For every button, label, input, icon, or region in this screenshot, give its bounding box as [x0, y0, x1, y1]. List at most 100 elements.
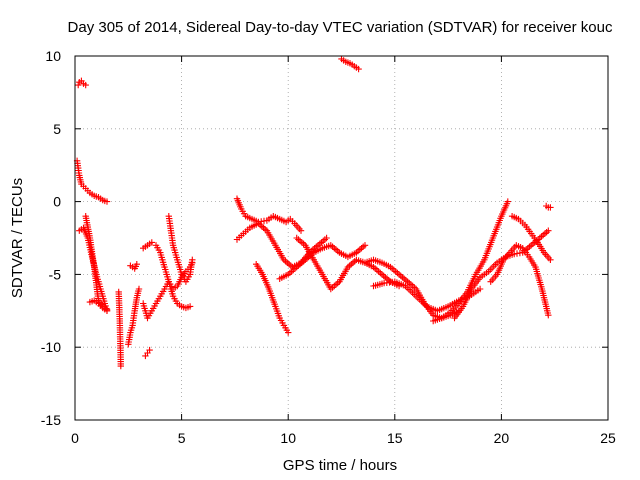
data-point-run	[449, 308, 460, 318]
data-point-run	[273, 305, 282, 319]
data-point	[504, 198, 511, 205]
data-point-run	[542, 251, 552, 262]
data-point	[82, 81, 89, 89]
series-arc-3a	[140, 259, 196, 322]
data-point-run	[265, 214, 275, 223]
data-point-run	[452, 305, 465, 320]
series-arc-0e	[86, 297, 111, 314]
data-point-run	[521, 247, 531, 258]
data-point-run	[168, 229, 176, 247]
data-point	[117, 362, 124, 370]
plot-frame	[74, 55, 609, 421]
data-point-run	[250, 216, 260, 225]
series-arc-3b	[140, 239, 155, 252]
data-point-run	[286, 265, 299, 277]
data-point-run	[96, 299, 105, 308]
data-point	[545, 227, 552, 234]
data-point-run	[170, 244, 180, 261]
data-point-run	[404, 284, 418, 298]
series-arc-2b	[125, 285, 143, 348]
data-point-run	[115, 290, 123, 322]
series-arc-12a	[338, 55, 362, 73]
data-point-run	[236, 232, 245, 241]
data-point-run	[295, 258, 307, 269]
x-tick-label: 25	[600, 430, 616, 446]
data-point-run	[397, 272, 410, 284]
data-point-run	[254, 263, 265, 276]
grid-lines	[75, 56, 608, 420]
data-points	[73, 55, 554, 370]
data-point-run	[266, 287, 278, 308]
series-arc-8a	[253, 261, 292, 336]
x-tick-label: 10	[280, 430, 296, 446]
y-tick-label: -15	[41, 412, 61, 428]
data-point-run	[282, 324, 290, 334]
series-arc-2c	[127, 261, 140, 272]
data-point-run	[479, 269, 490, 280]
data-point	[285, 329, 292, 336]
data-point-run	[346, 258, 358, 269]
data-point-run	[329, 279, 341, 291]
data-point-run	[372, 265, 384, 277]
data-point-run	[234, 197, 244, 210]
data-point-run	[125, 331, 134, 346]
data-point-run	[150, 302, 158, 312]
series-arc-19a	[487, 242, 552, 319]
series-arc-14a	[370, 278, 484, 314]
data-point	[323, 234, 330, 242]
data-point-run	[425, 304, 439, 314]
data-point-run	[329, 243, 341, 255]
data-point	[75, 81, 82, 89]
chart-title: Day 305 of 2014, Sidereal Day-to-day VTE…	[68, 19, 613, 36]
data-point-run	[174, 259, 185, 276]
series-arc-22a	[543, 202, 554, 211]
data-point-run	[494, 258, 506, 276]
data-point-run	[242, 226, 251, 235]
data-point-run	[303, 244, 316, 261]
x-tick-labels: 0 5 10 15 20 25	[71, 430, 616, 446]
data-point-run	[511, 213, 520, 222]
data-point-run	[184, 273, 192, 283]
data-point-run	[278, 272, 290, 281]
series-arc-3d	[142, 346, 153, 360]
data-point-run	[239, 208, 248, 217]
data-point-run	[338, 250, 349, 259]
series-arc-0a	[75, 77, 89, 89]
data-point-run	[258, 217, 268, 225]
data-point-run	[355, 257, 366, 266]
data-point-run	[414, 294, 429, 308]
data-point-run	[171, 295, 180, 305]
x-tick-label: 0	[71, 430, 79, 446]
data-point-run	[162, 266, 172, 283]
data-point-run	[162, 280, 171, 290]
data-point-run	[248, 221, 260, 230]
data-point-run	[179, 273, 188, 283]
data-point-run	[337, 266, 350, 283]
series-arc-17a	[430, 198, 511, 325]
data-point-run	[473, 258, 487, 276]
y-tick-label: -5	[49, 266, 62, 282]
data-point-run	[527, 255, 538, 269]
data-point	[547, 256, 554, 263]
data-point-run	[448, 302, 461, 314]
data-point-run	[346, 250, 358, 259]
data-point	[146, 346, 153, 354]
data-point-run	[129, 310, 138, 327]
data-point-run	[260, 273, 272, 291]
data-point-run	[482, 237, 496, 261]
series-arc-7a	[233, 195, 305, 234]
series-arc-2a	[115, 288, 124, 370]
data-point-run	[277, 317, 286, 327]
data-point-run	[529, 232, 540, 244]
x-tick-label: 20	[494, 430, 510, 446]
data-point-run	[432, 315, 443, 324]
data-point-run	[127, 324, 136, 334]
data-point-run	[264, 229, 278, 247]
x-tick-label: 5	[178, 430, 186, 446]
data-point-run	[513, 249, 524, 257]
series-arc-3c	[152, 242, 194, 312]
data-point-run	[273, 244, 286, 261]
y-axis-label: SDTVAR / TECUs	[9, 178, 26, 298]
series-arc-20a	[508, 213, 554, 263]
